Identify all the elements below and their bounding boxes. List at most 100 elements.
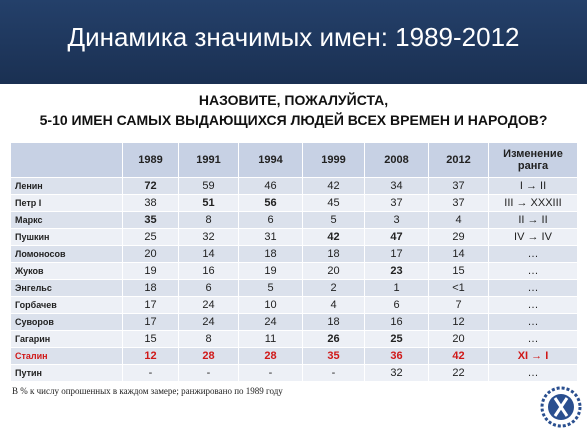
question-line: НАЗОВИТЕ, ПОЖАЛУЙСТА, — [198, 92, 389, 108]
cell: … — [488, 330, 578, 348]
row-name: Ленин — [10, 177, 123, 195]
cell: 47 — [364, 228, 429, 246]
cell: - — [238, 364, 303, 382]
cell: 10 — [238, 296, 303, 314]
header-band — [0, 0, 587, 84]
cell: 37 — [428, 194, 489, 212]
cell: 22 — [428, 364, 489, 382]
cell: 26 — [302, 330, 365, 348]
cell: … — [488, 313, 578, 331]
cell: 51 — [178, 194, 239, 212]
cell: 18 — [122, 279, 179, 297]
cell: … — [488, 296, 578, 314]
cell: … — [488, 245, 578, 263]
cell: <1 — [428, 279, 489, 297]
cell: 16 — [178, 262, 239, 280]
cell: 25 — [364, 330, 429, 348]
footnote: В % к числу опрошенных в каждом замере; … — [12, 386, 283, 396]
column-header — [10, 142, 123, 178]
cell: 42 — [302, 177, 365, 195]
table-row: Жуков 19 16 19 20 23 15… — [10, 262, 578, 280]
table-row: Энгельс 18 6 5 2 1 <1… — [10, 279, 578, 297]
cell: 8 — [178, 330, 239, 348]
cell: III → XXXIII — [488, 194, 578, 212]
cell: 15 — [122, 330, 179, 348]
cell: I → II — [488, 177, 578, 195]
cell: - — [178, 364, 239, 382]
row-name: Гагарин — [10, 330, 123, 348]
cell: 14 — [428, 245, 489, 263]
cell: XI → I — [488, 347, 578, 365]
cell: 17 — [364, 245, 429, 263]
cell: 1 — [364, 279, 429, 297]
table-row: Маркс 35 8 6 5 3 4 II → II — [10, 211, 578, 229]
cell: 18 — [302, 245, 365, 263]
table-row: Петр I 38 51 56 45 37 37 III → XXXIII — [10, 194, 578, 212]
cell: 11 — [238, 330, 303, 348]
cell: 2 — [302, 279, 365, 297]
cell: 28 — [178, 347, 239, 365]
cell: 12 — [122, 347, 179, 365]
cell: 19 — [122, 262, 179, 280]
cell: 20 — [122, 245, 179, 263]
cell: 37 — [428, 177, 489, 195]
logo — [540, 386, 582, 428]
cell: 56 — [238, 194, 303, 212]
cell: 4 — [428, 211, 489, 229]
cell: 4 — [302, 296, 365, 314]
cell: 35 — [122, 211, 179, 229]
cell: - — [302, 364, 365, 382]
cell: 29 — [428, 228, 489, 246]
cell: 19 — [238, 262, 303, 280]
table-row: Сталин 12 28 28 35 36 42 XI → I — [10, 347, 578, 365]
cell: 24 — [238, 313, 303, 331]
row-name: Маркс — [10, 211, 123, 229]
cell: 59 — [178, 177, 239, 195]
cell: 6 — [178, 279, 239, 297]
cell: 17 — [122, 296, 179, 314]
cell: 14 — [178, 245, 239, 263]
table-row: Ленин 72 59 46 42 34 37 I → II — [10, 177, 578, 195]
row-name: Петр I — [10, 194, 123, 212]
table-row: Путин - - - -32 22… — [10, 364, 578, 382]
cell: 46 — [238, 177, 303, 195]
cell: 20 — [302, 262, 365, 280]
cell: 15 — [428, 262, 489, 280]
cell: 5 — [238, 279, 303, 297]
cell: 42 — [428, 347, 489, 365]
cell: 24 — [178, 296, 239, 314]
question-line: 5-10 ИМЕН САМЫХ ВЫДАЮЩИХСЯ ЛЮДЕЙ ВСЕХ ВР… — [39, 112, 548, 128]
column-header: 2008 — [364, 142, 429, 178]
cell: 25 — [122, 228, 179, 246]
table-row: Ломоносов 20 14 18 18 17 14… — [10, 245, 578, 263]
cell: 5 — [302, 211, 365, 229]
table-row: Пушкин 25 32 31 42 47 29 IV → IV — [10, 228, 578, 246]
cell: II → II — [488, 211, 578, 229]
cell: 8 — [178, 211, 239, 229]
cell: 32 — [178, 228, 239, 246]
cell: 16 — [364, 313, 429, 331]
cell: 35 — [302, 347, 365, 365]
cell: 7 — [428, 296, 489, 314]
cell: 24 — [178, 313, 239, 331]
cell: 28 — [238, 347, 303, 365]
table-row: Гагарин 15 8 11 26 25 20… — [10, 330, 578, 348]
cell: 23 — [364, 262, 429, 280]
cell: 42 — [302, 228, 365, 246]
row-name: Пушкин — [10, 228, 123, 246]
row-name: Путин — [10, 364, 123, 382]
cell: 3 — [364, 211, 429, 229]
row-name: Горбачев — [10, 296, 123, 314]
cell: 38 — [122, 194, 179, 212]
row-name: Жуков — [10, 262, 123, 280]
cell: 6 — [364, 296, 429, 314]
row-name: Энгельс — [10, 279, 123, 297]
column-header: 1994 — [238, 142, 303, 178]
title: Динамика значимых имен: 1989-2012 — [67, 22, 520, 52]
cell: IV → IV — [488, 228, 578, 246]
cell: 18 — [302, 313, 365, 331]
cell: - — [122, 364, 179, 382]
cell: 36 — [364, 347, 429, 365]
table-row: Горбачев 17 24 10 4 6 7… — [10, 296, 578, 314]
row-name: Сталин — [10, 347, 123, 365]
